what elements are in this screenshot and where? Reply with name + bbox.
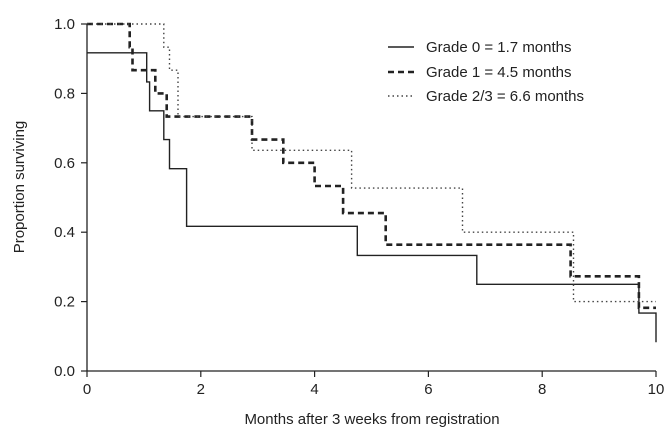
x-tick-label: 6 <box>424 381 432 398</box>
y-axis-title: Proportion surviving <box>11 121 28 254</box>
y-tick-label: 0.6 <box>54 155 75 172</box>
curves-layer <box>87 22 657 343</box>
x-tick-label: 8 <box>538 381 546 398</box>
x-axis-title: Months after 3 weeks from registration <box>244 411 499 428</box>
x-tick-label: 0 <box>83 381 91 398</box>
series-dashed-curve <box>87 22 656 310</box>
legend-label: Grade 2/3 = 6.6 months <box>426 88 584 105</box>
series-dotted-curve <box>87 23 656 303</box>
ticks-layer: 0 2 4 6 8 10 0.0 0.2 0.4 0.6 0.8 1.0 <box>54 16 664 398</box>
y-tick-label: 0.4 <box>54 224 75 241</box>
x-tick-label: 2 <box>197 381 205 398</box>
legend: Grade 0 = 1.7 months Grade 1 = 4.5 months… <box>388 39 584 105</box>
legend-label: Grade 1 = 4.5 months <box>426 64 572 81</box>
axes-layer <box>86 24 656 372</box>
y-tick-label: 1.0 <box>54 16 75 33</box>
y-tick-label: 0.0 <box>54 363 75 380</box>
x-tick-label: 4 <box>310 381 318 398</box>
x-tick-label: 10 <box>648 381 665 398</box>
y-tick-label: 0.2 <box>54 294 75 311</box>
y-tick-label: 0.8 <box>54 85 75 102</box>
legend-label: Grade 0 = 1.7 months <box>426 39 572 56</box>
